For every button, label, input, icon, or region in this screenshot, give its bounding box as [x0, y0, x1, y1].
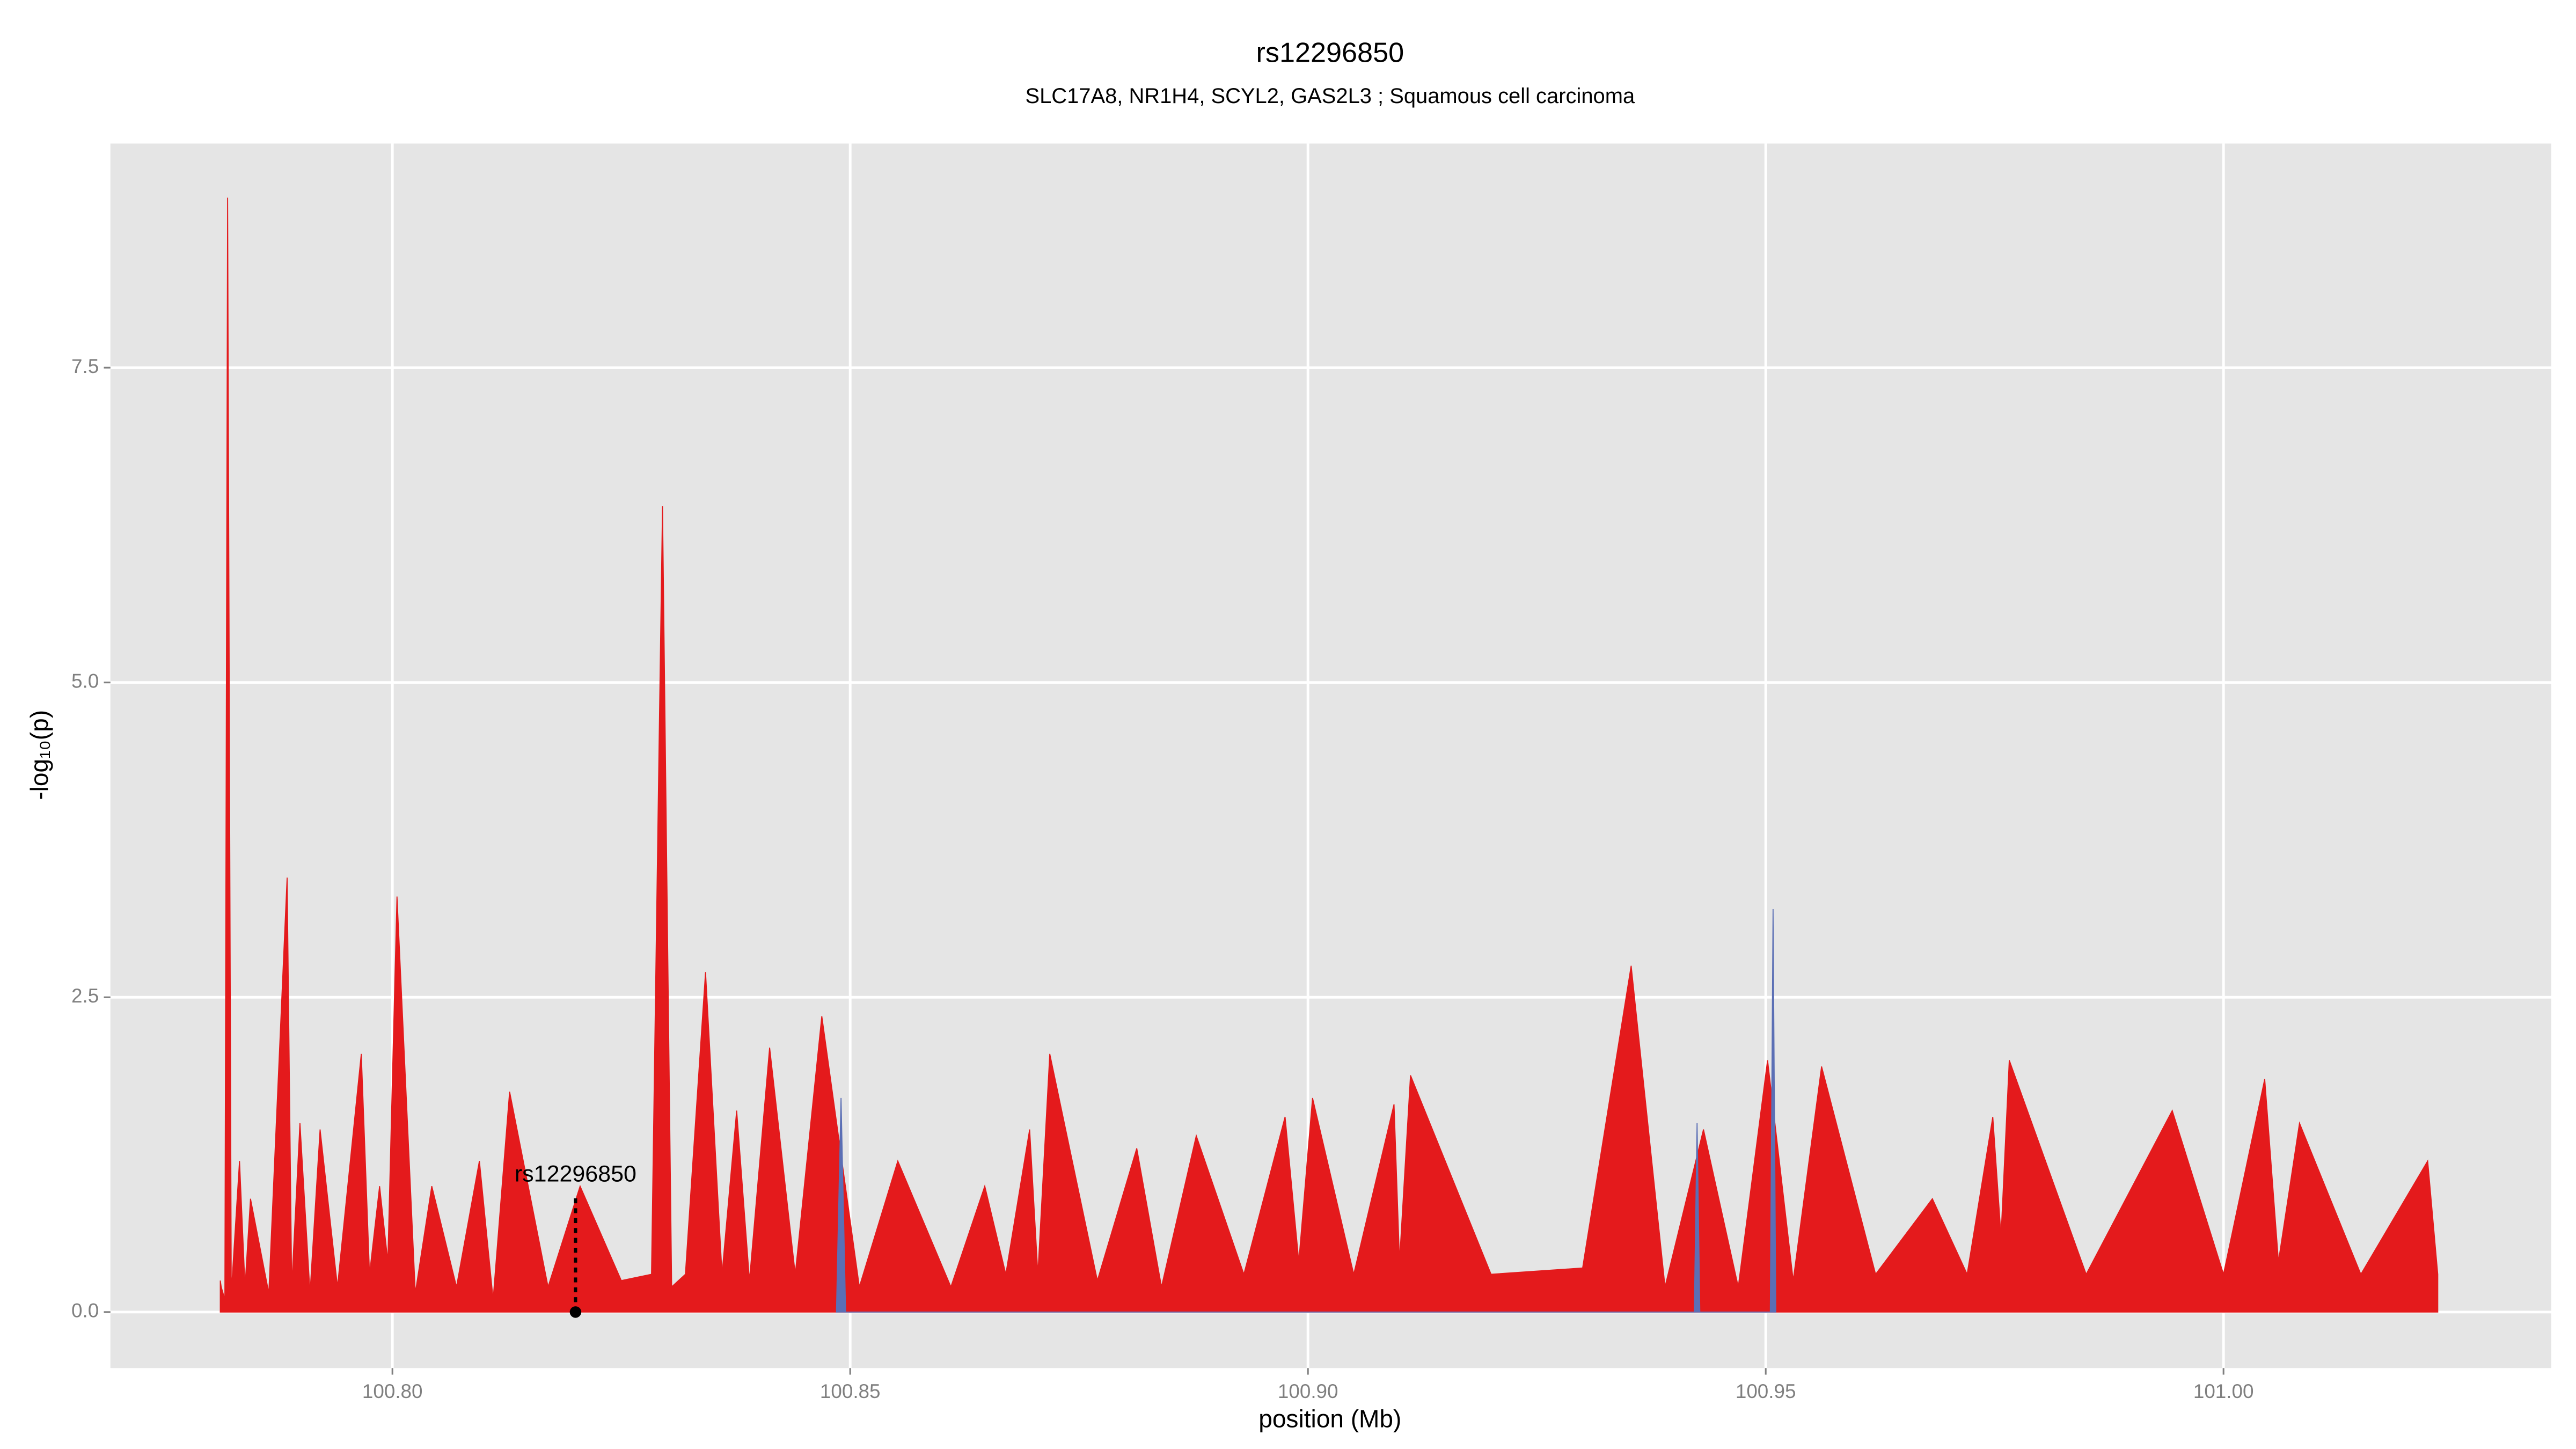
y-tick-label: 5.0 — [71, 670, 99, 692]
y-tick-label: 7.5 — [71, 355, 99, 377]
x-tick-label: 101.00 — [2193, 1380, 2254, 1402]
x-axis-label: position (Mb) — [1258, 1405, 1401, 1433]
area — [836, 909, 1776, 1313]
chart-subtitle: SLC17A8, NR1H4, SCYL2, GAS2L3 ; Squamous… — [1025, 84, 1635, 108]
x-tick-label: 100.90 — [1278, 1380, 1338, 1402]
area — [219, 197, 2439, 1313]
y-tick-label: 0.0 — [71, 1300, 99, 1322]
x-tick-label: 100.95 — [1736, 1380, 1796, 1402]
marks — [219, 197, 2439, 1313]
chart-title: rs12296850 — [1256, 37, 1404, 68]
annotation-label: rs12296850 — [515, 1161, 636, 1187]
x-tick-label: 100.80 — [362, 1380, 423, 1402]
y-axis-label: -log₁₀(p) — [25, 710, 53, 800]
annotation-point — [569, 1306, 582, 1318]
x-tick-label: 100.85 — [820, 1380, 881, 1402]
y-tick-label: 2.5 — [71, 985, 99, 1007]
